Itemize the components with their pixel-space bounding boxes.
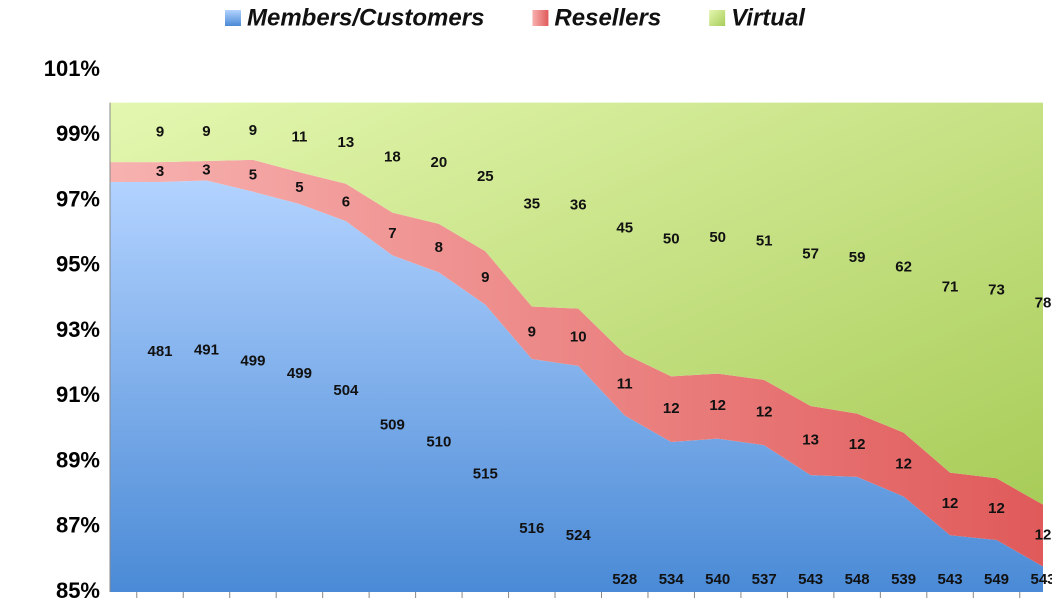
data-label: 499 bbox=[240, 353, 265, 370]
data-label: 12 bbox=[895, 456, 912, 473]
data-label: 73 bbox=[988, 281, 1005, 298]
data-label: 9 bbox=[249, 122, 257, 139]
data-label: 20 bbox=[430, 154, 447, 171]
data-label: 5 bbox=[249, 167, 257, 184]
data-label: 11 bbox=[617, 376, 633, 393]
data-label: 510 bbox=[426, 433, 451, 450]
data-label: 13 bbox=[802, 432, 819, 449]
legend-label: Resellers bbox=[554, 4, 661, 31]
areas bbox=[110, 102, 1043, 592]
data-label: 9 bbox=[481, 269, 489, 286]
data-label: 57 bbox=[802, 245, 819, 262]
data-label: 537 bbox=[752, 571, 777, 588]
data-label: 516 bbox=[519, 520, 544, 537]
data-label: 12 bbox=[942, 495, 959, 512]
data-label: 45 bbox=[616, 219, 633, 236]
data-label: 540 bbox=[705, 571, 730, 588]
data-label: 6 bbox=[342, 193, 350, 210]
y-tick-label: 99% bbox=[56, 121, 100, 146]
data-label: 548 bbox=[845, 571, 870, 588]
legend-swatch bbox=[532, 10, 549, 26]
legend-label: Members/Customers bbox=[247, 4, 484, 31]
data-label: 12 bbox=[663, 400, 680, 417]
data-label: 543 bbox=[938, 571, 963, 588]
y-tick-label: 87% bbox=[56, 513, 100, 538]
data-label: 25 bbox=[477, 168, 494, 185]
data-label: 50 bbox=[663, 230, 680, 247]
data-label: 50 bbox=[709, 229, 726, 246]
data-label: 504 bbox=[333, 382, 359, 399]
data-label: 59 bbox=[849, 249, 866, 266]
data-label: 515 bbox=[473, 466, 498, 483]
data-label: 18 bbox=[384, 149, 401, 166]
data-label: 491 bbox=[194, 341, 219, 358]
data-label: 62 bbox=[895, 259, 912, 276]
data-label: 12 bbox=[1035, 527, 1052, 544]
data-label: 78 bbox=[1035, 295, 1052, 312]
data-label: 543 bbox=[798, 571, 823, 588]
data-label: 12 bbox=[756, 404, 773, 421]
data-label: 12 bbox=[849, 436, 866, 453]
legend-swatch bbox=[225, 10, 241, 26]
data-label: 9 bbox=[156, 123, 164, 140]
data-label: 9 bbox=[528, 324, 536, 341]
area bbox=[110, 102, 1043, 505]
data-label: 543 bbox=[1030, 571, 1052, 588]
data-label: 539 bbox=[891, 571, 916, 588]
data-label: 12 bbox=[709, 397, 726, 414]
y-tick-label: 95% bbox=[56, 252, 100, 277]
y-tick-label: 101% bbox=[44, 56, 100, 81]
y-tick-label: 93% bbox=[56, 317, 100, 342]
y-tick-label: 89% bbox=[56, 447, 100, 472]
data-label: 524 bbox=[566, 527, 592, 544]
data-label: 3 bbox=[156, 163, 164, 180]
area bbox=[110, 159, 1043, 567]
data-label: 481 bbox=[147, 343, 172, 360]
data-label: 7 bbox=[388, 225, 396, 242]
data-label: 3 bbox=[202, 162, 210, 179]
data-label: 5 bbox=[295, 179, 303, 196]
data-label: 9 bbox=[202, 123, 210, 140]
data-label: 11 bbox=[291, 128, 307, 145]
data-label: 528 bbox=[612, 571, 637, 588]
data-label: 549 bbox=[984, 571, 1009, 588]
data-label: 13 bbox=[338, 134, 355, 151]
data-label: 499 bbox=[287, 365, 312, 382]
data-label: 71 bbox=[942, 279, 959, 296]
data-label: 10 bbox=[570, 328, 587, 345]
legend-label: Virtual bbox=[731, 4, 806, 31]
y-tick-label: 85% bbox=[56, 578, 100, 600]
data-label: 509 bbox=[380, 416, 405, 433]
legend-swatch bbox=[709, 10, 726, 26]
y-tick-label: 97% bbox=[56, 186, 100, 211]
data-label: 36 bbox=[570, 197, 587, 214]
area bbox=[110, 180, 1043, 592]
data-label: 35 bbox=[523, 196, 540, 213]
data-label: 534 bbox=[659, 571, 685, 588]
y-tick-label: 91% bbox=[56, 382, 100, 407]
data-label: 12 bbox=[988, 500, 1005, 517]
data-label: 51 bbox=[756, 232, 773, 249]
data-label: 8 bbox=[435, 239, 443, 256]
